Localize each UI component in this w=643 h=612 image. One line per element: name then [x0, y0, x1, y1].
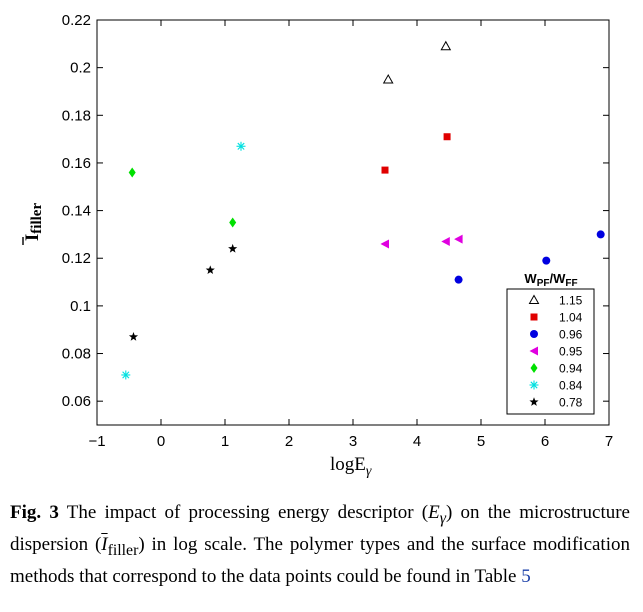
caption-math-2: I: [101, 533, 108, 555]
x-tick-label: 5: [477, 433, 485, 450]
data-point-0_96: [454, 275, 463, 284]
legend-label-0_84: 0.84: [559, 379, 583, 393]
data-point-1_15: [382, 74, 394, 84]
caption-text-3: ) in log scale. The polymer types and th…: [10, 533, 630, 587]
legend-marker-0_78: [529, 397, 539, 406]
data-point-0_78: [228, 243, 238, 253]
data-point-0_96: [596, 230, 605, 239]
x-tick-label: 2: [285, 433, 293, 450]
marker-shape: [381, 166, 389, 174]
data-point-0_96: [542, 256, 551, 265]
legend-marker-0_95: [529, 346, 538, 356]
data-point-0_95: [441, 237, 450, 247]
legend-label-0_96: 0.96: [559, 328, 583, 342]
marker-shape: [530, 330, 538, 338]
marker-shape: [441, 237, 450, 247]
x-tick-label: 3: [349, 433, 357, 450]
x-axis-label: logEγ: [330, 454, 372, 479]
y-tick-label: 0.06: [62, 393, 91, 410]
caption-text-1: The impact of processing energy descript…: [66, 502, 429, 523]
legend: WPF/WFF 1.15 1.04 0.96 0.95 0.94 0.84 0.78: [506, 271, 595, 415]
caption-text-2: ) on the microstructure dispersion (: [10, 502, 630, 555]
data-point-0_95: [454, 234, 463, 244]
data-point-0_95: [380, 239, 389, 249]
legend-marker-0_96: [530, 330, 538, 338]
legend-marker-0_94: [530, 363, 538, 373]
x-tick-label: 6: [541, 433, 549, 450]
data-points: [121, 40, 605, 380]
marker-shape: [228, 243, 238, 253]
figure-caption: Fig. 3 The impact of processing energy d…: [10, 500, 630, 590]
marker-shape: [382, 74, 394, 84]
caption-math-1-sub: γ: [439, 509, 446, 527]
y-tick-label: 0.08: [62, 346, 91, 363]
caption-math-2-sub: filler: [107, 541, 139, 559]
data-point-1_04: [443, 133, 451, 141]
marker-shape: [529, 346, 538, 356]
data-point-0_84: [236, 141, 246, 151]
svg-text:Ifiller: Ifiller: [22, 203, 45, 242]
marker-shape: [454, 275, 463, 284]
marker-shape: [443, 133, 451, 141]
marker-shape: [530, 313, 538, 321]
marker-shape: [440, 40, 452, 51]
y-tick-label: 0.12: [62, 250, 91, 267]
marker-stroke: [122, 371, 130, 379]
data-point-0_94: [229, 217, 237, 228]
x-tick-label: 4: [413, 433, 421, 450]
marker-shape: [529, 397, 539, 406]
legend-entries: 1.15 1.04 0.96 0.95 0.94 0.84 0.78: [528, 294, 583, 410]
tick-labels: −1 0 1 2 3 4 5 6 7 0.06 0.08 0.1 0.12 0.14 0.16 0.18 0.2…: [62, 12, 613, 450]
legend-title: WPF/WFF: [524, 271, 577, 289]
data-point-0_84: [121, 370, 131, 380]
legend-marker-1_04: [530, 313, 538, 321]
x-tick-label: 7: [605, 433, 613, 450]
x-tick-label: 0: [157, 433, 165, 450]
table-reference-link[interactable]: 5: [521, 565, 531, 587]
data-point-1_15: [440, 40, 452, 51]
figure: −1 0 1 2 3 4 5 6 7 0.06 0.08 0.1 0.12 0.14 0.16 0.18 0.2…: [22, 12, 613, 479]
marker-shape: [530, 363, 538, 373]
axis-ticks: [96, 19, 610, 425]
legend-label-0_95: 0.95: [559, 345, 583, 359]
legend-label-1_15: 1.15: [559, 294, 583, 308]
legend-label-0_94: 0.94: [559, 362, 583, 376]
y-tick-label: 0.18: [62, 107, 91, 124]
y-axis-label: Ifiller: [22, 203, 45, 245]
marker-shape: [128, 332, 139, 341]
marker-shape: [528, 294, 540, 304]
marker-shape: [596, 230, 605, 239]
legend-marker-0_84: [529, 380, 539, 390]
y-tick-label: 0.1: [70, 298, 91, 315]
marker-shape: [128, 167, 136, 178]
legend-label-0_78: 0.78: [559, 396, 583, 410]
legend-marker-1_15: [528, 294, 540, 304]
data-point-0_94: [128, 167, 136, 178]
marker-stroke: [530, 381, 538, 389]
marker-shape: [454, 234, 463, 244]
legend-label-1_04: 1.04: [559, 311, 583, 325]
y-tick-label: 0.22: [62, 12, 91, 29]
figure-label: Fig. 3: [10, 502, 59, 523]
marker-shape: [380, 239, 389, 249]
marker-shape: [205, 265, 215, 275]
data-point-0_78: [205, 265, 215, 275]
data-point-1_04: [381, 166, 389, 174]
marker-shape: [229, 217, 237, 228]
marker-stroke: [237, 142, 245, 150]
x-tick-label: −1: [88, 433, 105, 450]
legend-box: [506, 288, 595, 415]
y-tick-label: 0.2: [70, 60, 91, 77]
y-tick-label: 0.14: [62, 203, 91, 220]
scatter-plot: −1 0 1 2 3 4 5 6 7 0.06 0.08 0.1 0.12 0.14 0.16 0.18 0.2…: [22, 12, 613, 479]
marker-shape: [542, 256, 551, 265]
y-tick-label: 0.16: [62, 155, 91, 172]
caption-math-1: E: [428, 502, 440, 523]
data-point-0_78: [128, 332, 139, 341]
x-tick-label: 1: [221, 433, 229, 450]
